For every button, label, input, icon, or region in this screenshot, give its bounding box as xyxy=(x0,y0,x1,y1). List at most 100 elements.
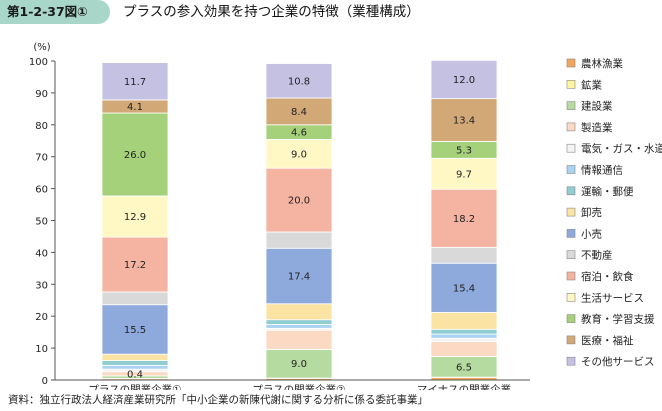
data-label-17: 9.7 xyxy=(456,169,472,180)
y-tick-label-60: 60 xyxy=(35,185,48,196)
bar-segment-0-6 xyxy=(101,360,169,366)
legend-label-4: 電気・ガス・水道 xyxy=(581,142,662,155)
data-label-12: 8.4 xyxy=(291,107,307,118)
bar-segment-2-5 xyxy=(430,333,498,339)
legend-label-6: 運輸・郵便 xyxy=(581,185,634,198)
bar-segment-0-8 xyxy=(101,304,169,355)
x-category-label-0: プラスの開業企業① xyxy=(88,383,181,390)
bar-segment-1-9 xyxy=(265,231,333,249)
figure-title: プラスの参入効果を持つ企業の特徴（業種構成） xyxy=(123,4,420,20)
bar-segment-2-6 xyxy=(430,328,498,335)
legend-swatch-8 xyxy=(566,229,576,238)
data-label-3: 12.9 xyxy=(124,212,146,223)
legend-swatch-0 xyxy=(566,58,576,68)
data-label-11: 4.6 xyxy=(291,128,307,139)
legend-swatch-5 xyxy=(566,165,576,174)
data-label-0: 0.4 xyxy=(127,370,143,381)
legend-swatch-10 xyxy=(566,271,576,281)
legend-swatch-11 xyxy=(566,292,576,302)
legend-swatch-2 xyxy=(566,101,576,110)
y-tick-label-30: 30 xyxy=(35,280,48,291)
legend-label-5: 情報通信 xyxy=(581,164,623,177)
data-label-1: 15.5 xyxy=(124,325,146,336)
legend-label-2: 建設業 xyxy=(581,100,613,113)
bar-segment-0-10 xyxy=(101,236,169,293)
legend-swatch-14 xyxy=(566,356,576,366)
legend-swatch-7 xyxy=(566,207,576,217)
y-tick-label-0: 0 xyxy=(42,376,48,387)
bar-segment-2-9 xyxy=(430,246,498,264)
bar-segment-2-7 xyxy=(430,311,498,330)
legend-label-8: 小売 xyxy=(581,227,602,240)
legend-label-0: 農林漁業 xyxy=(581,57,623,70)
legend-swatch-12 xyxy=(566,314,576,323)
legend-swatch-1 xyxy=(566,80,576,89)
data-label-2: 17.2 xyxy=(124,260,146,271)
y-tick-label-10: 10 xyxy=(35,344,48,355)
legend-label-3: 製造業 xyxy=(581,121,613,134)
legend-swatch-6 xyxy=(566,186,576,196)
bar-segment-0-9 xyxy=(101,291,169,306)
bar-segment-1-14 xyxy=(265,63,333,99)
legend-label-7: 卸売 xyxy=(581,206,602,219)
legend-swatch-13 xyxy=(566,335,576,345)
data-label-4: 26.0 xyxy=(124,150,146,161)
x-category-label-1: プラスの開業企業② xyxy=(252,383,345,390)
bar-segment-1-5 xyxy=(265,324,333,329)
data-label-6: 11.7 xyxy=(124,77,146,88)
legend-label-13: 医療・福祉 xyxy=(581,334,634,347)
y-tick-label-90: 90 xyxy=(35,89,48,100)
bar-segment-0-14 xyxy=(101,62,169,101)
bar-segment-0-5 xyxy=(101,364,169,370)
bar-segment-2-8 xyxy=(430,262,498,313)
bar-segment-1-11 xyxy=(265,139,333,169)
bar-segment-0-12 xyxy=(101,112,169,197)
data-label-8: 17.4 xyxy=(288,272,310,283)
data-label-20: 12.0 xyxy=(453,75,475,86)
data-label-7: 9.0 xyxy=(291,359,307,370)
data-label-19: 13.4 xyxy=(453,116,475,127)
bar-segment-1-3 xyxy=(265,329,333,350)
legend-swatch-3 xyxy=(566,122,576,132)
x-category-label-2: マイナスの開業企業 xyxy=(417,383,512,390)
legend-label-9: 不動産 xyxy=(581,249,613,262)
y-tick-label-20: 20 xyxy=(35,312,48,323)
y-axis-unit-label: (%) xyxy=(33,42,50,53)
data-label-13: 10.8 xyxy=(288,76,310,87)
bar-segment-0-11 xyxy=(101,195,169,238)
legend-swatch-4 xyxy=(566,143,576,153)
bar-segment-1-6 xyxy=(265,319,333,325)
y-tick-label-40: 40 xyxy=(35,248,48,259)
legend-label-1: 鉱業 xyxy=(581,78,602,91)
data-label-14: 6.5 xyxy=(456,362,472,373)
stacked-bar-chart: (%) 0 10 20 30 40 50 60 70 80 90 100 プラスの開業企業① プラスの開業… xyxy=(29,42,662,390)
y-tick-label-70: 70 xyxy=(35,153,48,164)
data-label-16: 18.2 xyxy=(453,214,475,225)
data-label-15: 15.4 xyxy=(453,283,475,294)
y-tick-label-80: 80 xyxy=(35,121,48,132)
y-tick-label-100: 100 xyxy=(29,57,48,68)
bar-segment-1-10 xyxy=(265,167,333,233)
bar-segment-1-2 xyxy=(265,348,333,379)
bar-segment-2-13 xyxy=(430,98,498,142)
bar-segment-1-13 xyxy=(265,97,333,126)
bar-segment-2-3 xyxy=(430,341,498,357)
bar-segment-2-4 xyxy=(430,337,498,342)
bar-segment-1-8 xyxy=(265,247,333,305)
legend-label-12: 教育・学習支援 xyxy=(581,313,655,326)
figure-number-badge: 第1-2-37図① xyxy=(0,0,110,24)
bar-segment-2-14 xyxy=(430,59,498,100)
data-label-9: 20.0 xyxy=(288,196,310,207)
data-label-10: 9.0 xyxy=(291,149,307,160)
bar-segment-2-11 xyxy=(430,157,498,190)
legend-swatch-9 xyxy=(566,250,576,259)
figure-header: 第1-2-37図① プラスの参入効果を持つ企業の特徴（業種構成） xyxy=(0,0,662,28)
source-note: 資料：独立行政法人経済産業研究所「中小企業の新陳代謝に関する分析に係る委託事業」 xyxy=(8,394,428,406)
y-tick-label-50: 50 xyxy=(35,217,48,228)
legend-label-10: 宿泊・飲食 xyxy=(581,270,634,283)
bar-segment-1-7 xyxy=(265,303,333,321)
data-label-5: 4.1 xyxy=(127,102,143,113)
bar-segment-0-7 xyxy=(101,353,169,361)
legend-label-11: 生活サービス xyxy=(581,291,644,304)
data-label-18: 5.3 xyxy=(456,145,472,156)
